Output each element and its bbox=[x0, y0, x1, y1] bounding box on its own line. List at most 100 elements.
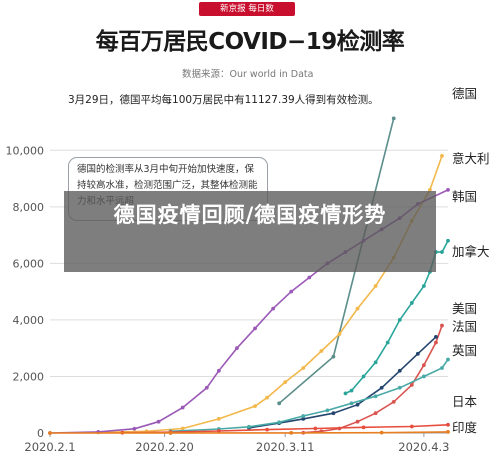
y-tick-label: 2,000 bbox=[13, 370, 45, 383]
data-point bbox=[168, 431, 173, 435]
data-point bbox=[355, 402, 360, 407]
data-point bbox=[428, 187, 432, 192]
data-point bbox=[283, 380, 288, 385]
data-point bbox=[421, 374, 426, 379]
data-point bbox=[379, 385, 384, 390]
data-point bbox=[391, 116, 396, 121]
y-tick-label: 4,000 bbox=[13, 314, 45, 327]
x-tick-label: 2020.2.1 bbox=[24, 440, 75, 454]
data-point bbox=[421, 284, 426, 288]
y-tick-label: 8,000 bbox=[13, 201, 45, 214]
legend-label: 美国 bbox=[452, 301, 477, 316]
data-point bbox=[247, 424, 251, 429]
data-point bbox=[216, 416, 221, 421]
data-point bbox=[440, 366, 444, 370]
data-point bbox=[373, 394, 378, 399]
x-tick-label: 2020.3.11 bbox=[256, 440, 315, 454]
data-point bbox=[373, 360, 378, 365]
data-point bbox=[216, 429, 221, 433]
data-point bbox=[446, 238, 450, 243]
series-line bbox=[248, 336, 437, 429]
data-point bbox=[48, 431, 52, 435]
legend-label: 印度 bbox=[452, 420, 478, 435]
data-point bbox=[373, 411, 378, 416]
data-point bbox=[265, 427, 269, 432]
brand-logo: 新京报 每日数 bbox=[199, 2, 295, 16]
data-point bbox=[343, 391, 348, 396]
series-line bbox=[122, 424, 449, 434]
data-point bbox=[440, 154, 444, 158]
data-point bbox=[289, 430, 294, 435]
data-point bbox=[204, 385, 209, 390]
data-point bbox=[325, 408, 330, 413]
data-point bbox=[349, 388, 354, 393]
source-text: 数据来源：Our world in Data bbox=[182, 69, 314, 80]
data-point bbox=[331, 354, 336, 359]
series-line bbox=[303, 325, 443, 434]
data-point bbox=[361, 425, 366, 430]
data-point bbox=[373, 284, 378, 288]
legend-label: 法国 bbox=[452, 319, 477, 334]
data-point bbox=[331, 411, 336, 416]
data-point bbox=[397, 318, 402, 322]
series-line bbox=[170, 359, 449, 433]
data-point bbox=[319, 349, 324, 353]
data-point bbox=[301, 366, 306, 370]
data-point bbox=[440, 250, 444, 254]
y-tick-label: 0 bbox=[37, 427, 44, 440]
data-point bbox=[289, 289, 294, 294]
data-point bbox=[132, 426, 137, 431]
data-point bbox=[409, 301, 414, 305]
y-tick-label: 10,000 bbox=[6, 144, 45, 157]
data-point bbox=[277, 401, 282, 406]
data-point bbox=[235, 346, 239, 351]
overlay-banner: 德国疫情回顾/德国疫情形势 bbox=[64, 191, 436, 272]
x-tick-label: 2020.2.20 bbox=[135, 440, 194, 454]
data-point bbox=[397, 368, 402, 373]
legend-label: 日本 bbox=[452, 394, 478, 409]
data-point bbox=[271, 306, 276, 311]
data-point bbox=[409, 383, 414, 387]
data-point bbox=[301, 414, 306, 418]
data-point bbox=[361, 374, 366, 379]
data-point bbox=[446, 422, 450, 427]
y-tick-label: 6,000 bbox=[13, 257, 45, 270]
x-tick-label: 2020.4.3 bbox=[398, 440, 449, 454]
data-point bbox=[349, 401, 354, 406]
data-point bbox=[301, 416, 306, 421]
data-point bbox=[355, 419, 360, 424]
data-point bbox=[440, 323, 444, 328]
data-point bbox=[265, 395, 269, 400]
data-point bbox=[277, 420, 282, 425]
data-point bbox=[391, 400, 396, 404]
data-point bbox=[434, 334, 438, 339]
data-point bbox=[446, 357, 450, 362]
data-point bbox=[253, 326, 257, 331]
legend-label: 加拿大 bbox=[452, 244, 490, 259]
data-point bbox=[397, 385, 402, 390]
data-point bbox=[434, 340, 438, 345]
data-point bbox=[253, 404, 257, 409]
data-point bbox=[446, 187, 450, 192]
legend-label: 意大利 bbox=[452, 151, 490, 166]
data-point bbox=[379, 430, 384, 435]
data-point bbox=[409, 424, 414, 429]
legend-label: 英国 bbox=[452, 343, 477, 358]
annotation-note: 3月29日，德国平均每100万居民中有11127.39人得到有效检测。 bbox=[68, 94, 379, 106]
data-point bbox=[180, 405, 185, 410]
data-point bbox=[415, 351, 420, 356]
data-point bbox=[180, 426, 185, 431]
data-point bbox=[313, 426, 318, 431]
data-point bbox=[216, 368, 221, 373]
data-point bbox=[446, 429, 450, 434]
data-point bbox=[355, 306, 360, 311]
legend-label: 德国 bbox=[452, 86, 477, 101]
data-point bbox=[156, 419, 161, 424]
chart-title: 每百万居民COVID−19检测率 bbox=[95, 29, 405, 55]
data-point bbox=[385, 340, 390, 345]
data-point bbox=[307, 275, 312, 280]
data-point bbox=[421, 363, 426, 368]
data-point bbox=[337, 332, 342, 336]
legend-label: 韩国 bbox=[452, 189, 477, 204]
